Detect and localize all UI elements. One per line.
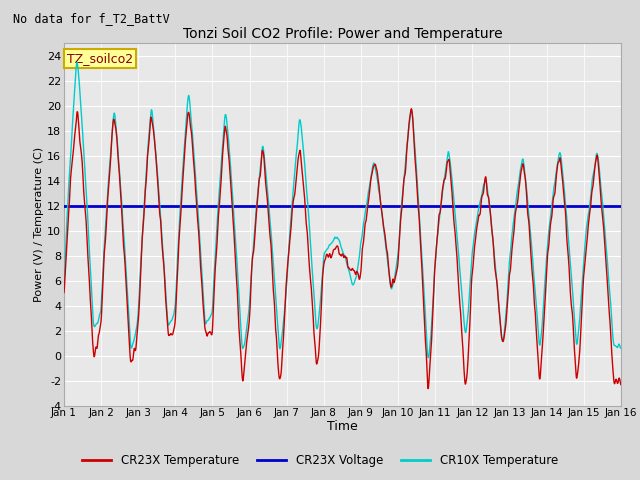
Y-axis label: Power (V) / Temperature (C): Power (V) / Temperature (C) [34,147,44,302]
X-axis label: Time: Time [327,420,358,433]
Text: No data for f_T2_BattV: No data for f_T2_BattV [13,12,170,25]
Text: TZ_soilco2: TZ_soilco2 [67,52,133,65]
Legend: CR23X Temperature, CR23X Voltage, CR10X Temperature: CR23X Temperature, CR23X Voltage, CR10X … [77,449,563,472]
Title: Tonzi Soil CO2 Profile: Power and Temperature: Tonzi Soil CO2 Profile: Power and Temper… [182,27,502,41]
